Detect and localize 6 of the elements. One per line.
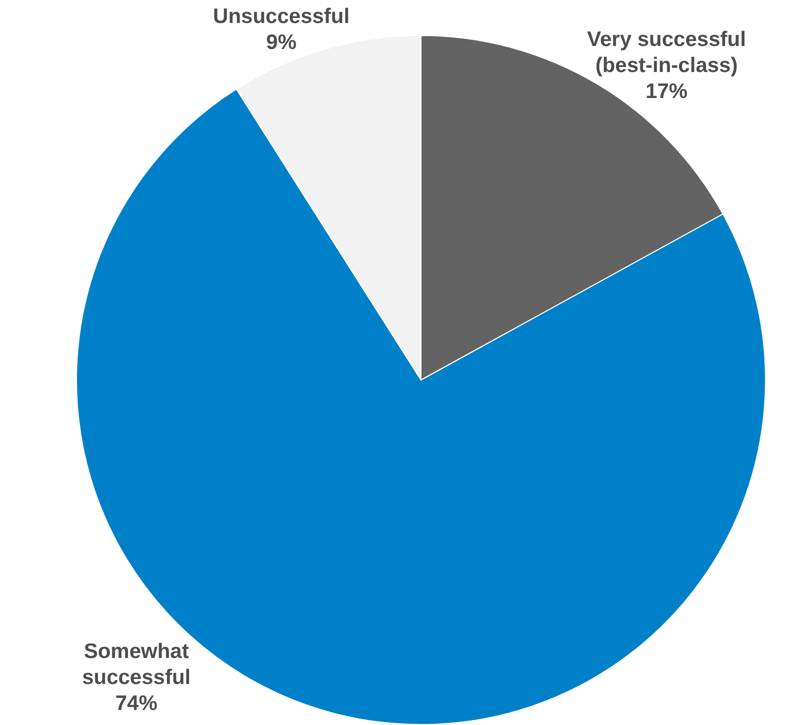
slice-label: Unsuccessful	[213, 4, 350, 28]
data-label: 17%	[646, 80, 688, 104]
data-label: 9%	[266, 30, 297, 54]
slice-label: Very successful (best-in-class)	[587, 28, 746, 78]
data-label: 74%	[115, 692, 158, 715]
slice-label: Somewhat successful	[82, 640, 191, 689]
